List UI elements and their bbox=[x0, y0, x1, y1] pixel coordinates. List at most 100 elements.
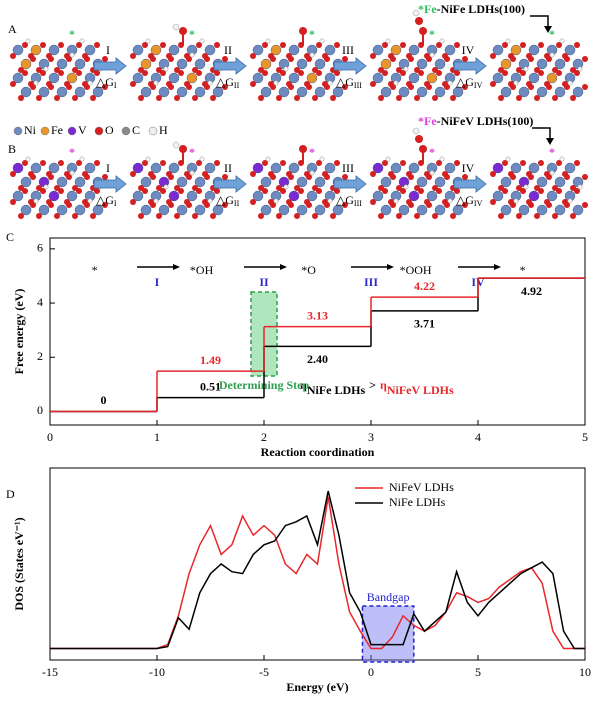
atom-o bbox=[306, 56, 312, 62]
site-mark: * bbox=[189, 27, 195, 41]
caption-arrow-head bbox=[544, 26, 552, 33]
step-arrow-head bbox=[280, 264, 287, 270]
atom-o bbox=[204, 202, 210, 208]
y-axis-label: Free energy (eV) bbox=[12, 289, 26, 375]
value-label: 4.92 bbox=[521, 284, 542, 298]
atom-metal bbox=[288, 162, 300, 174]
atom-o bbox=[426, 174, 432, 180]
atom-o bbox=[58, 188, 64, 194]
atom-o bbox=[94, 70, 100, 76]
atom-o bbox=[18, 213, 24, 219]
atom-h bbox=[549, 170, 555, 176]
step-arrow-head bbox=[387, 264, 394, 270]
atom-metal bbox=[140, 204, 152, 216]
atom-o bbox=[270, 174, 276, 180]
atom-o bbox=[556, 160, 562, 166]
atom-metal bbox=[56, 86, 68, 98]
atom-h bbox=[385, 38, 391, 44]
atom-o bbox=[502, 42, 508, 48]
atom-o bbox=[210, 95, 216, 101]
atom-h bbox=[523, 184, 529, 190]
atom-o bbox=[316, 160, 322, 166]
y-tick-label: 2 bbox=[37, 349, 43, 363]
atom-o bbox=[436, 160, 442, 166]
atom-metal bbox=[56, 58, 68, 70]
atom-h bbox=[25, 38, 31, 44]
x-tick-label: 4 bbox=[475, 430, 481, 444]
atom-o bbox=[444, 56, 450, 62]
atom-metal bbox=[380, 176, 392, 188]
atom-o bbox=[426, 56, 432, 62]
atom-metal bbox=[92, 204, 104, 216]
atom-o bbox=[262, 70, 268, 76]
caption-site: *Fe bbox=[418, 2, 437, 16]
atom-o bbox=[58, 160, 64, 166]
atom-o bbox=[454, 160, 460, 166]
atom-o bbox=[564, 56, 570, 62]
step-numeral: II bbox=[224, 43, 232, 57]
value-label: 0 bbox=[101, 393, 107, 407]
atom-o bbox=[48, 84, 54, 90]
atom-metal bbox=[204, 44, 216, 56]
atom-o bbox=[378, 95, 384, 101]
atom-metal bbox=[408, 44, 420, 56]
atom-h bbox=[403, 184, 409, 190]
atom-h bbox=[25, 156, 31, 162]
atom-o bbox=[534, 95, 540, 101]
atom-o bbox=[490, 199, 496, 205]
delta-symbol: △G bbox=[216, 75, 234, 89]
atom-o bbox=[10, 171, 16, 177]
atom-o bbox=[582, 84, 588, 90]
atom-metal bbox=[260, 86, 272, 98]
atom-o bbox=[178, 188, 184, 194]
atom-o bbox=[18, 95, 24, 101]
atom-o bbox=[342, 174, 348, 180]
atom-metal bbox=[510, 162, 522, 174]
step-arrow-head bbox=[173, 264, 180, 270]
atom-metal bbox=[252, 72, 264, 84]
atom-o bbox=[196, 160, 202, 166]
step-arrow bbox=[333, 175, 367, 193]
atom-o bbox=[288, 56, 294, 62]
atom-o bbox=[538, 188, 544, 194]
species-label: *O bbox=[301, 263, 316, 277]
atom-o bbox=[270, 56, 276, 62]
site-mark: * bbox=[549, 145, 555, 159]
atom-o bbox=[574, 42, 580, 48]
panel-label: C bbox=[6, 230, 14, 244]
atom-o bbox=[510, 174, 516, 180]
atom-o bbox=[179, 27, 187, 35]
atom-o bbox=[102, 56, 108, 62]
atom-h bbox=[327, 198, 333, 204]
atom-metal bbox=[572, 204, 584, 216]
atom-h bbox=[412, 9, 420, 17]
atom-o bbox=[462, 202, 468, 208]
step-arrow bbox=[213, 57, 247, 75]
atom-o bbox=[66, 56, 72, 62]
atom-o bbox=[72, 213, 78, 219]
atom-h bbox=[265, 38, 271, 44]
atom-metal bbox=[296, 58, 308, 70]
eta-sub: NiFe LDHs bbox=[307, 383, 366, 397]
atom-metal bbox=[140, 86, 152, 98]
atom-o bbox=[556, 188, 562, 194]
atom-o bbox=[502, 188, 508, 194]
atom-o bbox=[324, 174, 330, 180]
atom-o bbox=[454, 42, 460, 48]
step-numeral: II bbox=[224, 161, 232, 175]
atom-h bbox=[447, 80, 453, 86]
atom-o bbox=[84, 84, 90, 90]
atom-o bbox=[90, 95, 96, 101]
atom-o bbox=[222, 84, 228, 90]
species-label: *OOH bbox=[400, 263, 432, 277]
atom-o bbox=[160, 160, 166, 166]
atom-o bbox=[102, 174, 108, 180]
atom-o bbox=[142, 188, 148, 194]
atom-metal bbox=[132, 44, 144, 56]
atom-h bbox=[69, 170, 75, 176]
atom-o bbox=[426, 84, 432, 90]
atom-o bbox=[528, 174, 534, 180]
atom-o bbox=[306, 84, 312, 90]
atom-metal bbox=[30, 162, 42, 174]
atom-o bbox=[516, 95, 522, 101]
